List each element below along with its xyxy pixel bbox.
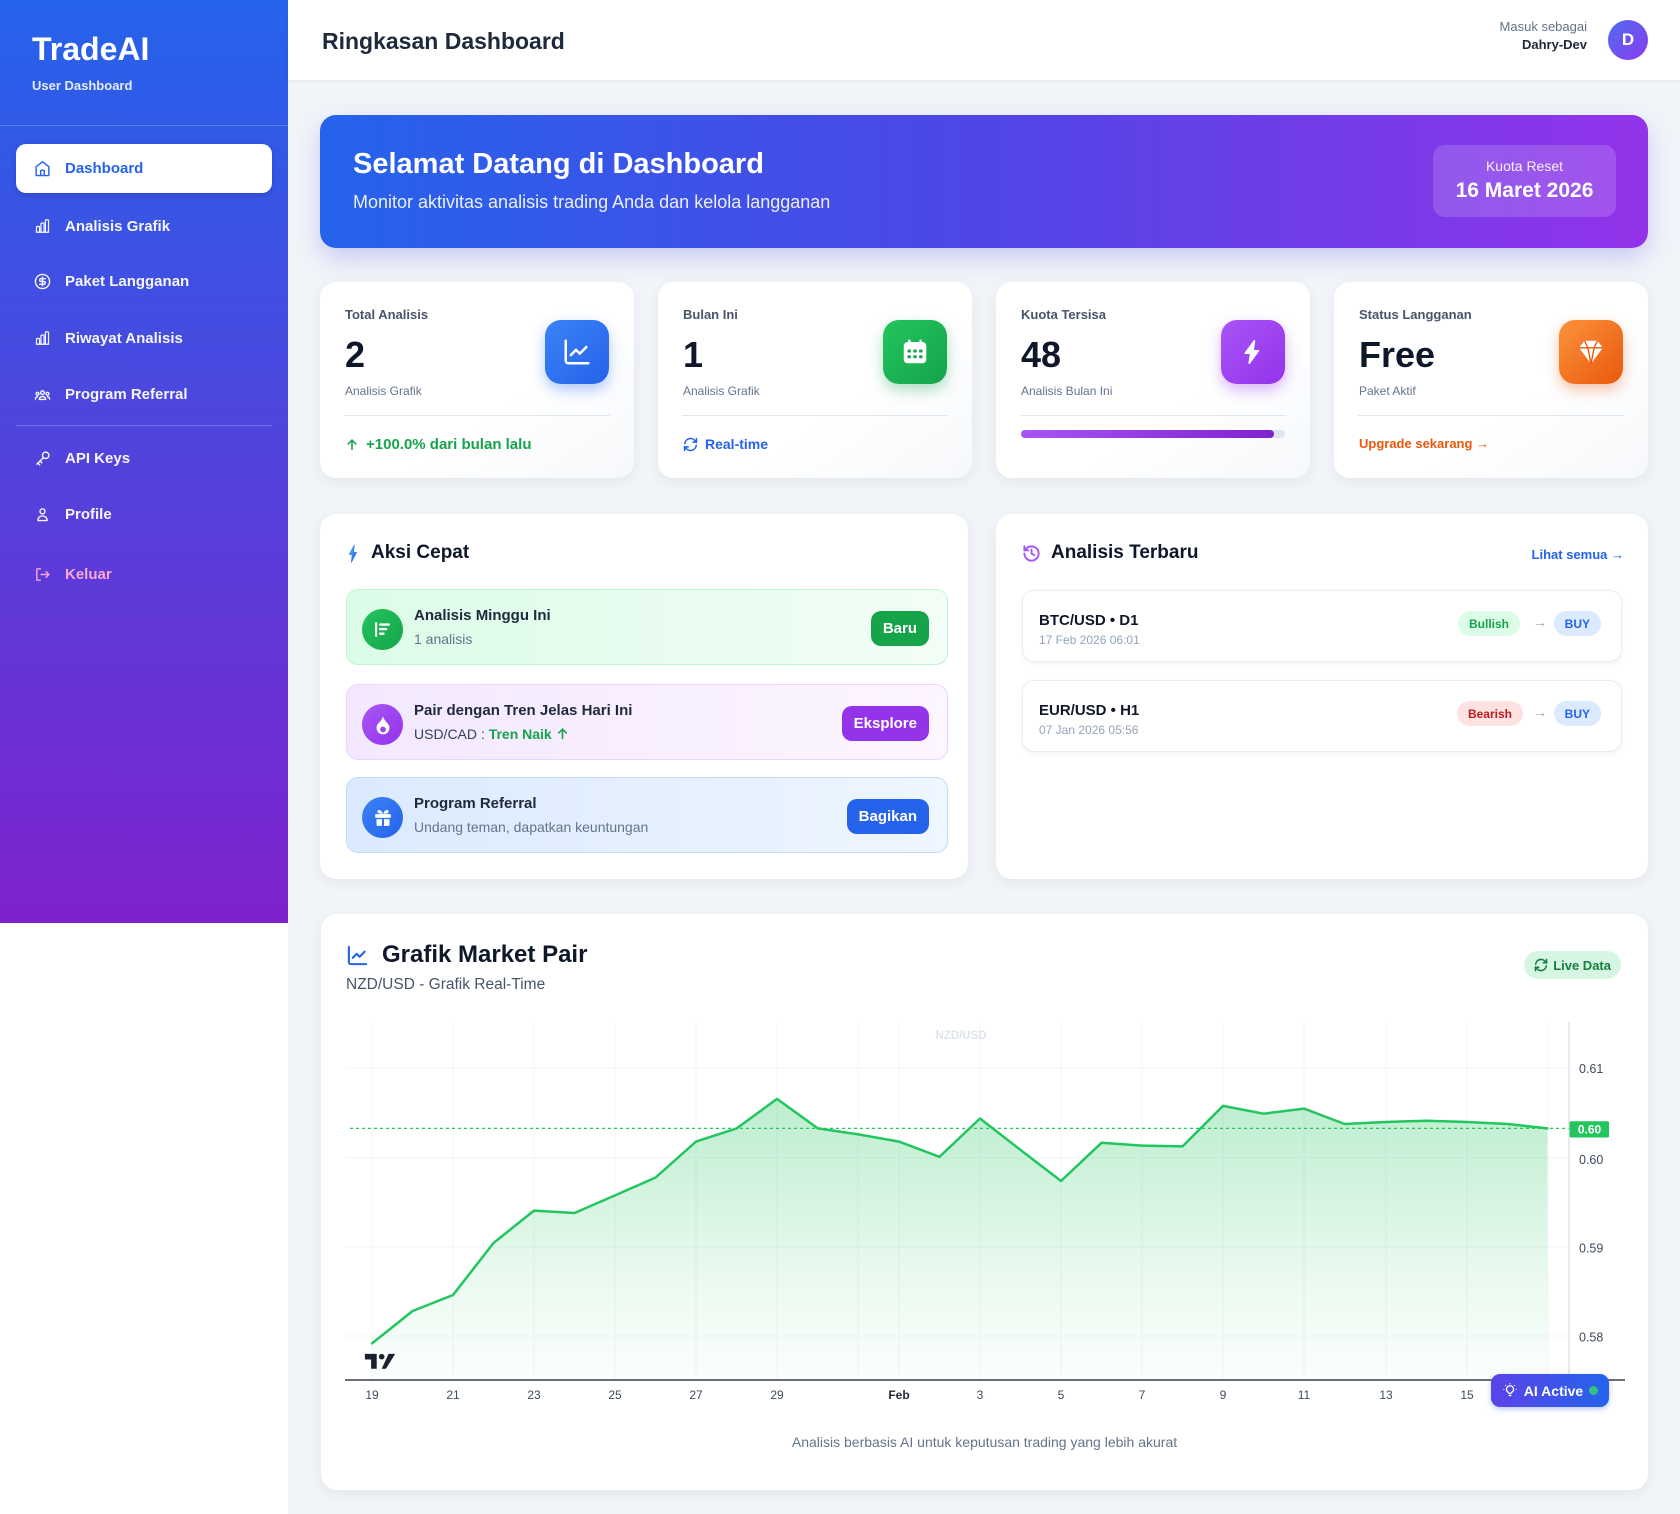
svg-text:0.59: 0.59 xyxy=(1579,1242,1603,1256)
svg-text:3: 3 xyxy=(977,1388,984,1402)
svg-text:27: 27 xyxy=(689,1388,703,1402)
svg-text:5: 5 xyxy=(1058,1388,1065,1402)
svg-text:9: 9 xyxy=(1220,1388,1227,1402)
svg-text:0.58: 0.58 xyxy=(1579,1331,1603,1345)
svg-text:0.61: 0.61 xyxy=(1579,1062,1603,1076)
svg-text:29: 29 xyxy=(770,1388,784,1402)
svg-text:NZD/USD: NZD/USD xyxy=(935,1030,986,1042)
svg-text:7: 7 xyxy=(1139,1388,1146,1402)
svg-text:11: 11 xyxy=(1298,1388,1311,1402)
svg-text:13: 13 xyxy=(1379,1388,1393,1402)
svg-text:Feb: Feb xyxy=(888,1388,909,1402)
svg-text:23: 23 xyxy=(527,1388,541,1402)
svg-text:21: 21 xyxy=(446,1388,460,1402)
svg-text:0.60: 0.60 xyxy=(1579,1153,1603,1167)
svg-text:15: 15 xyxy=(1460,1388,1474,1402)
svg-text:25: 25 xyxy=(608,1388,622,1402)
svg-text:19: 19 xyxy=(365,1388,379,1402)
svg-text:0.60: 0.60 xyxy=(1578,1123,1602,1137)
